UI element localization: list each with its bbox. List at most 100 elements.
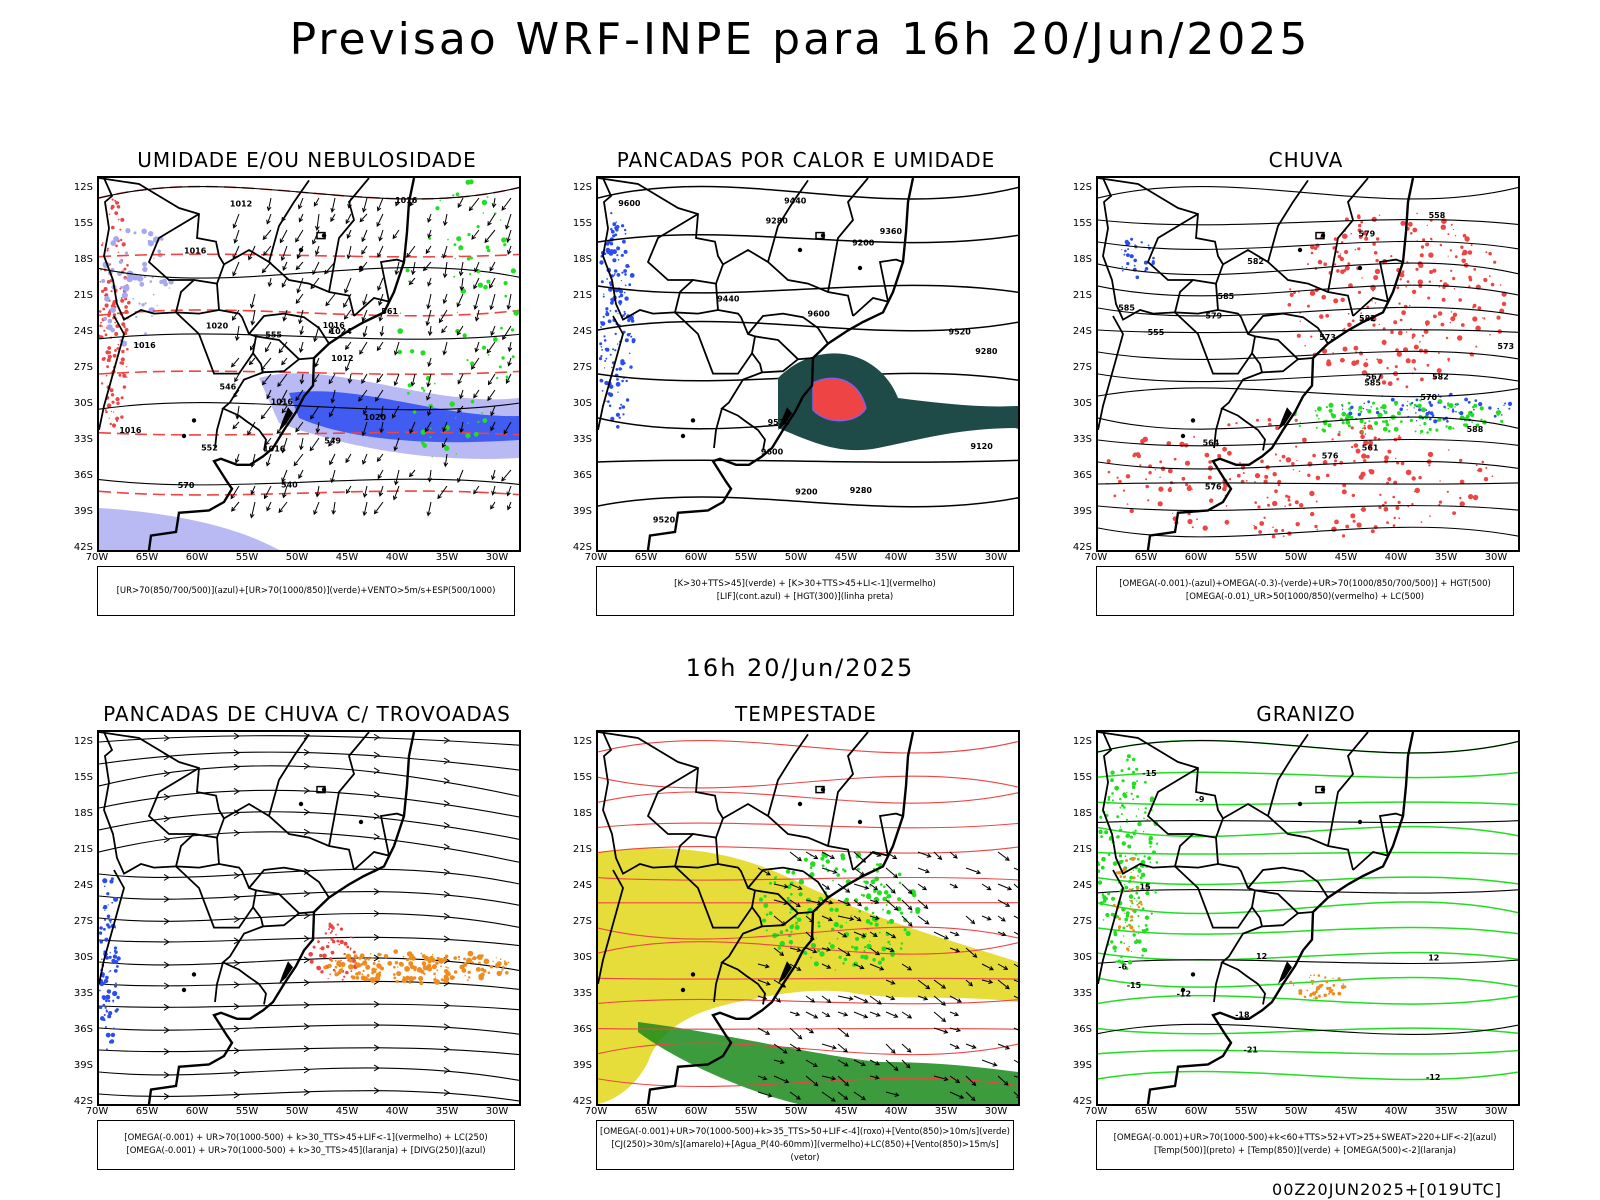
wind-arrow	[805, 947, 818, 954]
speckle	[609, 310, 612, 312]
speckle	[1419, 424, 1421, 426]
contour-label: 9280	[850, 486, 873, 495]
speckle	[495, 962, 501, 968]
wind-arrow	[279, 229, 288, 244]
streamline	[99, 936, 519, 947]
contour-label: 9280	[975, 347, 998, 356]
speckle	[1121, 841, 1126, 846]
speckle	[328, 942, 330, 944]
wind-arrow	[458, 261, 464, 277]
speckle	[1405, 285, 1407, 288]
contour-label: 1016	[119, 426, 142, 435]
speckle	[791, 870, 796, 875]
rain-red-n	[1287, 212, 1507, 389]
wind-arrow	[997, 883, 1013, 891]
speckle	[1452, 427, 1455, 430]
speckle	[489, 965, 494, 969]
speckle	[1405, 358, 1411, 364]
speckle	[1472, 494, 1479, 501]
contour-label: 9440	[717, 295, 740, 304]
speckle	[619, 293, 624, 298]
wind-arrow	[299, 437, 304, 451]
speckle	[1121, 779, 1125, 783]
speckle	[1452, 312, 1458, 317]
isoline	[1098, 219, 1518, 226]
speckle	[371, 967, 377, 973]
wind-arrow	[474, 309, 480, 322]
speckle	[496, 972, 500, 975]
speckle	[458, 958, 461, 961]
speckle	[842, 868, 845, 871]
streamline-arrow	[303, 787, 310, 795]
speckle	[1364, 236, 1369, 241]
speckle	[1488, 251, 1492, 256]
contour-label: 582	[1247, 257, 1264, 266]
speckle	[478, 973, 484, 979]
speckle	[120, 217, 125, 222]
streamline-arrow	[163, 1093, 170, 1100]
wind-arrow	[821, 883, 831, 890]
speckle	[1472, 355, 1474, 357]
speckle	[1360, 410, 1363, 413]
brasilia-box	[316, 785, 326, 794]
speckle	[1107, 853, 1111, 856]
speckle	[341, 967, 343, 969]
speckle	[466, 359, 469, 362]
speckle	[1333, 237, 1338, 241]
country-border	[1378, 258, 1404, 302]
speckle	[1124, 249, 1127, 253]
speckle	[1321, 294, 1326, 300]
wind-arrow	[281, 405, 288, 414]
brasilia-box	[316, 231, 326, 240]
wind-arrow	[299, 373, 305, 385]
speckle	[1224, 519, 1230, 525]
wind-arrow	[362, 453, 368, 465]
lon-tick-label: 40W	[385, 552, 409, 563]
speckle	[1482, 317, 1484, 319]
speckle	[1118, 917, 1122, 921]
speckle	[869, 921, 873, 926]
speckle	[1446, 490, 1449, 493]
speckle	[1296, 333, 1301, 338]
speckle	[102, 878, 108, 884]
speckle	[1130, 899, 1133, 903]
country-border	[175, 865, 254, 929]
isoline	[598, 496, 1018, 508]
speckle	[860, 954, 865, 959]
speckle	[1123, 253, 1126, 256]
speckle	[1289, 292, 1294, 297]
speckle	[881, 946, 887, 952]
speckle	[1491, 475, 1494, 478]
speckle	[1124, 239, 1129, 245]
speckle	[1428, 410, 1431, 414]
speckle	[1310, 974, 1312, 977]
speckle	[105, 410, 108, 414]
contour-label: 567	[1366, 373, 1383, 382]
speckle	[367, 978, 371, 981]
lat-tick-label: 42S	[1072, 542, 1092, 553]
speckle	[1343, 985, 1347, 989]
wind-arrow	[885, 1091, 900, 1097]
speckle	[499, 219, 502, 221]
speckle	[1295, 522, 1300, 527]
speckle	[1387, 381, 1393, 386]
speckle	[600, 346, 603, 348]
speckle	[118, 259, 123, 264]
speckle	[1098, 863, 1101, 866]
speckle	[1116, 915, 1119, 918]
country-border	[1261, 911, 1314, 928]
speckle	[817, 924, 821, 928]
lon-tick-label: 45W	[834, 552, 858, 563]
wind-arrow	[933, 1011, 947, 1023]
streamline-arrow	[303, 1023, 310, 1030]
isoline	[598, 876, 1018, 881]
speckle	[138, 302, 141, 305]
wind-arrow	[295, 293, 304, 305]
speckle	[1357, 290, 1362, 294]
speckle	[1372, 323, 1376, 327]
wind-arrow	[853, 1091, 866, 1101]
speckle	[1274, 528, 1278, 533]
speckle	[1406, 409, 1408, 411]
speckle	[1294, 418, 1298, 422]
lat-tick-label: 15S	[1072, 772, 1092, 783]
